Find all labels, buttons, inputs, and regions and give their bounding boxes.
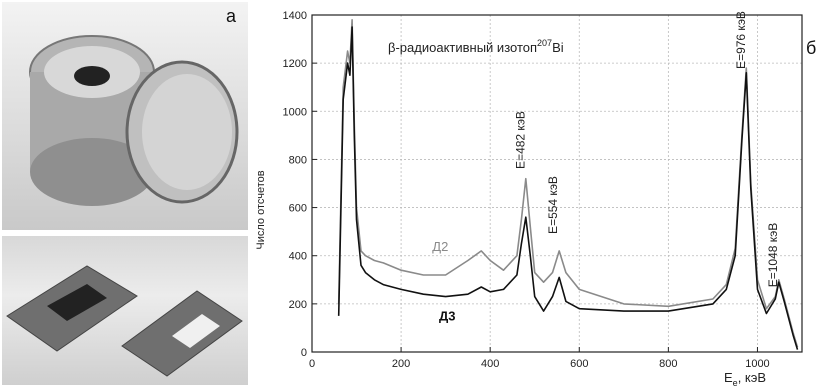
- panel-b-label: б: [806, 38, 817, 58]
- series-labels: Д2 Д3: [432, 239, 455, 324]
- photo-panel: [0, 0, 250, 387]
- series-line-d2: [337, 18, 799, 348]
- peak-energy-label: E=482 кэВ: [514, 111, 528, 169]
- peak-energy-label: E=976 кэВ: [734, 11, 748, 69]
- x-tick-label: 400: [481, 358, 499, 370]
- y-tick-label: 0: [301, 347, 307, 359]
- series-line-d3: [337, 26, 799, 350]
- x-tick-label: 200: [392, 358, 410, 370]
- peak-energy-label: E=554 кэВ: [546, 176, 560, 234]
- y-axis-label: Число отсчетов: [255, 170, 267, 249]
- panel-a-label: а: [226, 6, 237, 26]
- y-tick-label: 400: [289, 251, 307, 263]
- y-tick-label: 200: [289, 299, 307, 311]
- spectrum-chart: 0 200 400 600 800 1000 0 200 400 600 800 1000 1200 14…: [250, 0, 832, 388]
- x-tick-label: 0: [309, 358, 315, 370]
- y-tick-label: 1400: [283, 10, 307, 22]
- chart-series: [337, 18, 799, 350]
- x-tick-label: 600: [570, 358, 588, 370]
- y-tick-label: 800: [289, 154, 307, 166]
- spectrum-chart-svg: 0 200 400 600 800 1000 0 200 400 600 800 1000 1200 14…: [255, 10, 803, 388]
- y-tick-label: 1200: [283, 58, 307, 70]
- chart-title: β-радиоактивный изотоп207Bi: [388, 38, 564, 55]
- chart-ticks: 0 200 400 600 800 1000 0 200 400 600 800 1000 1200 14…: [283, 10, 770, 370]
- series-label-d2: Д2: [432, 239, 448, 254]
- peak-energy-label: E=1048 кэВ: [766, 223, 780, 288]
- x-tick-label: 800: [659, 358, 677, 370]
- x-tick-label: 1000: [745, 358, 769, 370]
- plot-frame: [311, 14, 803, 353]
- detector-housing-photo: [2, 2, 248, 230]
- y-tick-label: 600: [289, 203, 307, 215]
- detector-holders-illustration: [6, 265, 243, 377]
- x-axis-label: Ee, кэВ: [724, 370, 766, 387]
- series-label-d3: Д3: [439, 309, 456, 324]
- y-tick-label: 1000: [283, 106, 307, 118]
- detector-housing-illustration: [29, 35, 239, 206]
- detector-holders-photo: [2, 236, 248, 385]
- chart-annotations: E=482 кэВ E=554 кэВ E=976 кэВ E=1048 кэВ: [514, 11, 780, 287]
